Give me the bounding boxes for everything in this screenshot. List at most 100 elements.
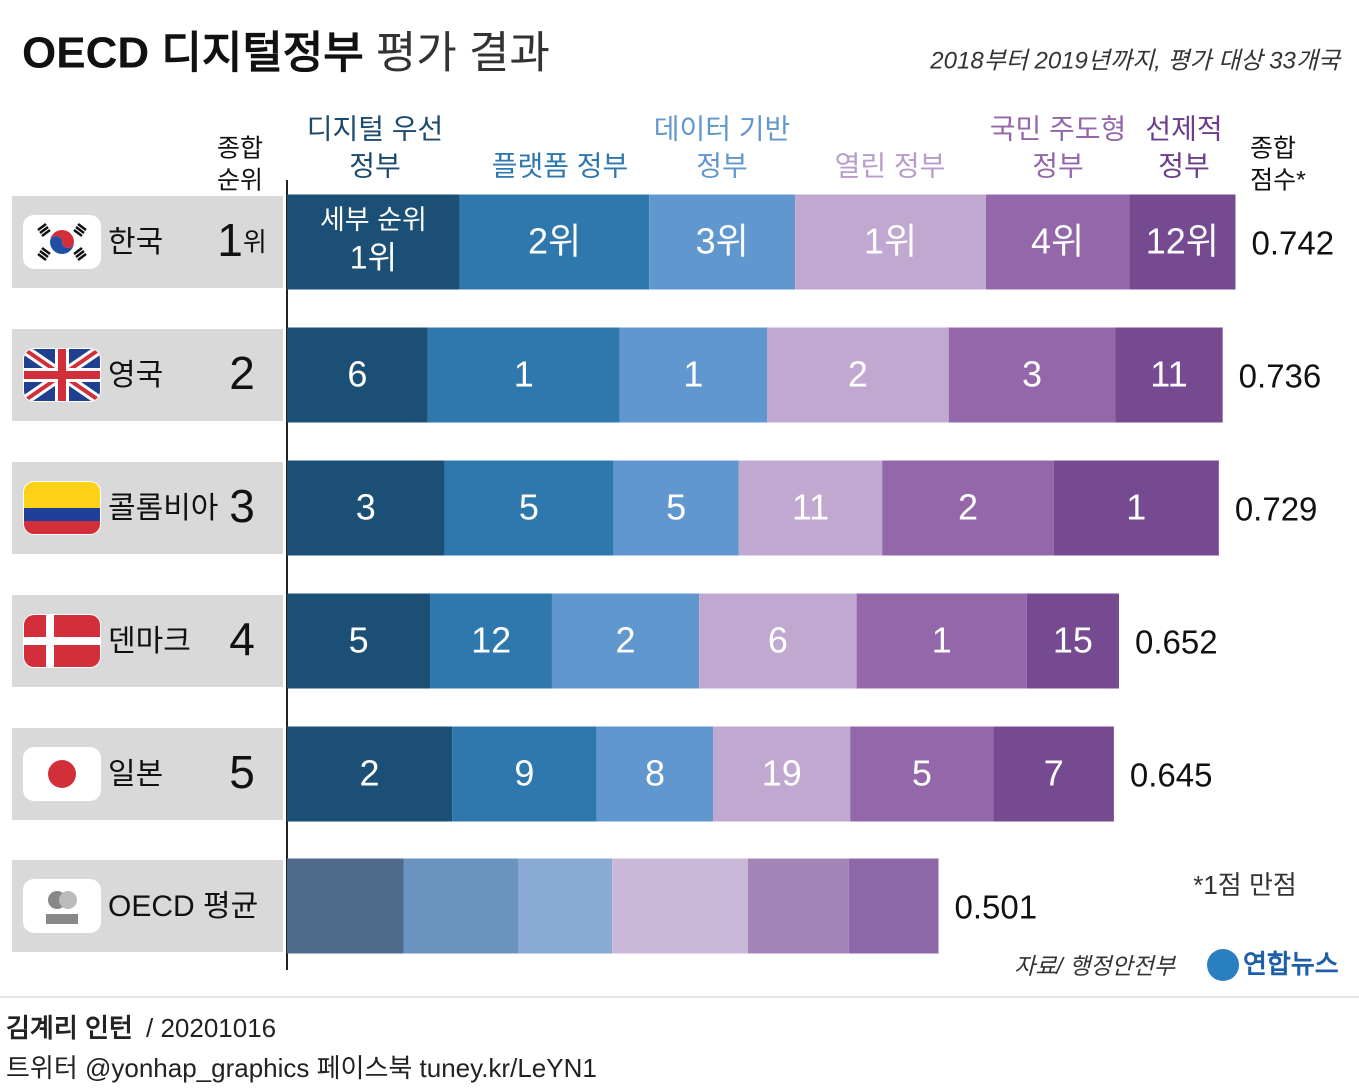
dimension-rank: 2 [958, 487, 978, 528]
dimension-header: 정부 [349, 150, 401, 181]
date: / 20201016 [146, 1013, 276, 1043]
segment [518, 858, 613, 954]
total-score: 0.742 [1251, 225, 1334, 262]
dimension-rank: 3위 [696, 221, 749, 262]
segment [613, 460, 739, 556]
dimension-rank: 6 [347, 354, 367, 395]
segment [649, 194, 796, 290]
total-score: 0.652 [1135, 624, 1218, 661]
dimension-rank: 1 [514, 354, 534, 395]
flag [24, 615, 100, 667]
title-light: 평가 결과 [376, 29, 550, 78]
dimension-header: 데이터 기반 [654, 113, 791, 144]
segment [459, 194, 650, 290]
segment [1053, 460, 1219, 556]
country: OECD 평균 [108, 890, 258, 923]
dimension-rank: 5 [349, 620, 369, 661]
segment [287, 194, 460, 290]
dimension-rank: 19 [762, 753, 802, 794]
rank-header: 순위 [217, 167, 263, 195]
segment [430, 593, 552, 689]
dimension-rank: 2 [616, 620, 636, 661]
dimension-rank: 2위 [528, 221, 581, 262]
segment [1129, 194, 1236, 290]
segment [848, 858, 939, 954]
rank-header: 종합 [217, 135, 263, 163]
dimension-header: 플랫폼 정부 [492, 150, 629, 181]
flag [24, 482, 100, 534]
dimension-header: 국민 주도형 [990, 113, 1127, 144]
dimension-rank: 12위 [1146, 221, 1219, 262]
dimension-rank: 1 [683, 354, 703, 395]
segment [882, 460, 1054, 556]
dimension-header: 선제적 [1145, 113, 1222, 144]
dimension-rank: 1위 [864, 221, 917, 262]
source: 자료/ 행정안전부 [1014, 953, 1177, 979]
segment [612, 858, 748, 954]
social: 트위터 @yonhap_graphics 페이스북 tuney.kr/LeYN1 [6, 1053, 597, 1083]
segment [287, 460, 445, 556]
segment [287, 858, 404, 954]
country: 덴마크 [108, 625, 191, 658]
segment [444, 460, 614, 556]
overall-rank-number: 1 [217, 214, 243, 266]
segment [850, 726, 994, 822]
country: 영국 [108, 359, 163, 392]
dimension-rank: 4위 [1031, 221, 1084, 262]
country: 한국 [108, 226, 163, 259]
flag [24, 216, 100, 268]
segment [948, 327, 1116, 423]
segment [452, 726, 597, 822]
logo: 연합뉴스 [1243, 949, 1339, 979]
dimension-rank: 1 [1126, 487, 1146, 528]
total-score: 0.645 [1130, 757, 1213, 794]
dimension-rank: 5 [519, 487, 539, 528]
dimension-rank: 3 [356, 487, 376, 528]
segment [713, 726, 851, 822]
overall-rank: 5 [229, 746, 255, 798]
segment [747, 858, 849, 954]
logo-mark [1207, 949, 1239, 981]
segment [287, 726, 453, 822]
dimension-rank: 2 [360, 753, 380, 794]
dimension-rank: 2 [848, 354, 868, 395]
total-score: 0.501 [955, 889, 1038, 926]
segment [619, 327, 767, 423]
score-header: 종합 [1250, 135, 1296, 163]
dimension-header: 정부 [696, 150, 748, 181]
overall-rank-number: 4 [229, 613, 255, 665]
dimension-header: 디지털 우선 [307, 113, 444, 144]
segment [403, 858, 519, 954]
segment [738, 460, 883, 556]
segment [596, 726, 714, 822]
overall-rank-number: 2 [229, 347, 255, 399]
footnote: *1점 만점 [1193, 870, 1297, 900]
dimension-header: 정부 [1032, 150, 1084, 181]
segment [795, 194, 986, 290]
country: 일본 [108, 758, 163, 791]
segment [427, 327, 620, 423]
total-score: 0.736 [1239, 358, 1322, 395]
dimension-rank: 5 [912, 753, 932, 794]
dimension-rank: 6 [768, 620, 788, 661]
dimension-rank: 1 [932, 620, 952, 661]
overall-rank: 4 [229, 613, 255, 665]
segment [1026, 593, 1119, 689]
dimension-rank: 1위 [350, 239, 397, 275]
dimension-header: 정부 [1158, 150, 1210, 181]
dimension-header: 열린 정부 [835, 150, 946, 181]
segment [287, 327, 428, 423]
dimension-rank: 9 [514, 753, 534, 794]
flag [24, 349, 100, 401]
overall-rank-number: 3 [229, 480, 255, 532]
dimension-rank: 11 [1150, 354, 1187, 395]
segment [287, 593, 431, 689]
dimension-rank: 8 [645, 753, 665, 794]
overall-rank-number: 5 [229, 746, 255, 798]
overall-rank: 1위 [217, 214, 267, 266]
dimension-rank: 5 [666, 487, 686, 528]
overall-rank: 3 [229, 480, 255, 532]
dimension-rank: 15 [1053, 620, 1093, 661]
